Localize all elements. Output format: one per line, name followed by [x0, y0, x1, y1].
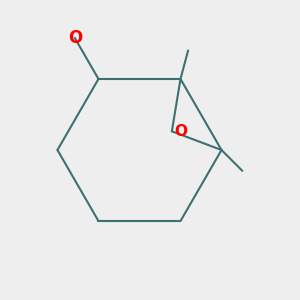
Text: O: O — [174, 124, 187, 139]
Text: O: O — [68, 29, 82, 47]
